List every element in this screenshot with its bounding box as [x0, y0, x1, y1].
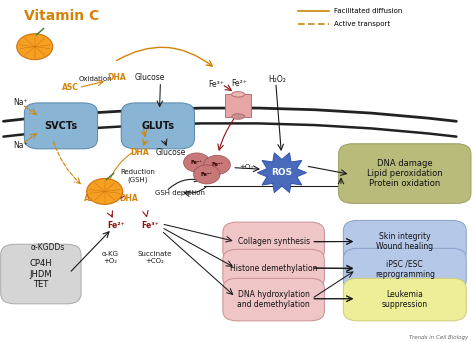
- FancyBboxPatch shape: [0, 244, 81, 304]
- Text: DHA: DHA: [131, 148, 149, 157]
- Text: ASC: ASC: [84, 194, 101, 203]
- Text: Fe²⁺: Fe²⁺: [231, 79, 247, 88]
- Text: Fe²⁺: Fe²⁺: [191, 160, 203, 165]
- FancyBboxPatch shape: [343, 248, 466, 291]
- Text: H₂O₂: H₂O₂: [268, 75, 286, 83]
- FancyBboxPatch shape: [225, 94, 251, 117]
- Text: Histone demethylation: Histone demethylation: [230, 264, 318, 273]
- Text: Facilitated diffusion: Facilitated diffusion: [334, 8, 402, 14]
- Text: DHA: DHA: [119, 194, 137, 203]
- Text: Leukemia
suppression: Leukemia suppression: [382, 290, 428, 309]
- Text: +O₂: +O₂: [239, 164, 254, 170]
- Text: Fe²⁺: Fe²⁺: [211, 162, 223, 167]
- Text: Collagen synthesis: Collagen synthesis: [237, 237, 310, 246]
- Text: Na⁺: Na⁺: [13, 98, 28, 107]
- Circle shape: [193, 165, 220, 184]
- Text: DNA hydroxylation
and demethylation: DNA hydroxylation and demethylation: [237, 290, 310, 309]
- Text: ROS: ROS: [271, 168, 292, 177]
- Text: Succinate
+CO₂: Succinate +CO₂: [137, 251, 172, 264]
- Text: iPSC /ESC
reprogramming: iPSC /ESC reprogramming: [375, 260, 435, 279]
- Text: Glucose: Glucose: [155, 148, 186, 157]
- FancyBboxPatch shape: [121, 103, 194, 149]
- Text: Na⁺: Na⁺: [13, 141, 28, 150]
- Ellipse shape: [232, 92, 245, 97]
- Text: SVCTs: SVCTs: [45, 121, 78, 131]
- Circle shape: [87, 179, 123, 205]
- Text: DHA: DHA: [107, 73, 126, 82]
- Circle shape: [17, 34, 53, 60]
- Ellipse shape: [232, 114, 245, 119]
- FancyBboxPatch shape: [24, 103, 98, 149]
- Polygon shape: [257, 153, 307, 193]
- Text: GSH depletion: GSH depletion: [155, 190, 205, 196]
- FancyBboxPatch shape: [338, 144, 471, 203]
- FancyBboxPatch shape: [223, 222, 324, 261]
- Text: ASC: ASC: [62, 83, 79, 92]
- Text: Active transport: Active transport: [334, 21, 390, 27]
- Text: Fe²⁺: Fe²⁺: [201, 172, 213, 177]
- FancyBboxPatch shape: [223, 249, 324, 289]
- Text: DNA damage
Lipid peroxidation
Protein oxidation: DNA damage Lipid peroxidation Protein ox…: [367, 159, 443, 188]
- Text: Fe³⁺: Fe³⁺: [208, 80, 224, 89]
- Text: Glucose: Glucose: [135, 73, 165, 82]
- Text: Reduction
(GSH): Reduction (GSH): [120, 169, 155, 183]
- Text: Fe³⁺: Fe³⁺: [141, 221, 158, 230]
- Text: Trends in Cell Biology: Trends in Cell Biology: [410, 334, 469, 340]
- Text: Skin integrity
Wound healing: Skin integrity Wound healing: [376, 232, 433, 251]
- Circle shape: [183, 153, 210, 172]
- Text: GLUTs: GLUTs: [141, 121, 174, 131]
- Text: Oxidation: Oxidation: [78, 76, 112, 82]
- Text: Vitamin C: Vitamin C: [24, 9, 100, 23]
- Text: Fe²⁺: Fe²⁺: [108, 221, 125, 230]
- FancyBboxPatch shape: [223, 278, 324, 321]
- Text: CP4H
JHDM
TET: CP4H JHDM TET: [29, 259, 52, 289]
- Circle shape: [204, 155, 230, 174]
- FancyBboxPatch shape: [343, 220, 466, 263]
- Text: α-KG
+O₂: α-KG +O₂: [102, 251, 119, 264]
- FancyBboxPatch shape: [343, 278, 466, 321]
- Text: α-KGDDs: α-KGDDs: [31, 243, 65, 252]
